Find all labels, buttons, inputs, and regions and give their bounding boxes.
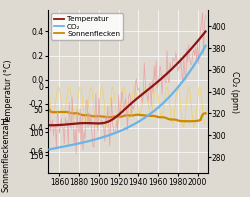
Legend: Temperatur, CO₂, Sonnenflecken: Temperatur, CO₂, Sonnenflecken bbox=[51, 13, 123, 40]
Text: Sonnenfleckenzahl: Sonnenfleckenzahl bbox=[2, 116, 11, 191]
Y-axis label: CO₂ (ppm): CO₂ (ppm) bbox=[230, 71, 239, 113]
Y-axis label: Temperatur (°C): Temperatur (°C) bbox=[4, 59, 14, 124]
